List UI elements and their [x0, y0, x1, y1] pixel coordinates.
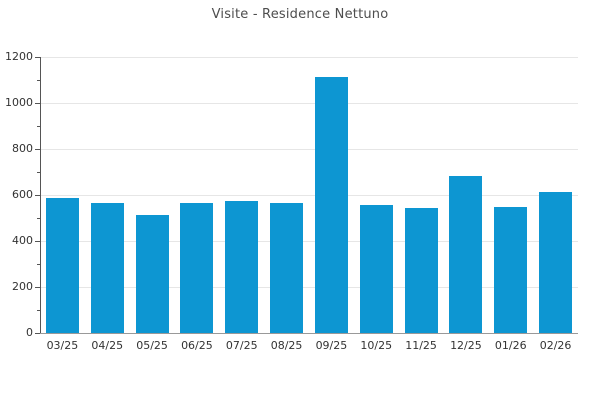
x-axis-line: [40, 333, 578, 334]
x-tick-label: 04/25: [91, 339, 124, 352]
bar: [180, 203, 214, 333]
x-tick-label: 12/25: [450, 339, 482, 352]
bar: [90, 203, 124, 333]
bar: [135, 214, 169, 333]
y-tick-label: 400: [12, 234, 33, 247]
x-tick-label: 02/26: [539, 339, 572, 352]
x-tick-label: 11/25: [405, 339, 437, 352]
bar: [314, 77, 348, 333]
y-major-tick: [35, 149, 40, 150]
bar: [539, 192, 573, 333]
x-tick-label: 01/26: [494, 339, 527, 352]
y-minor-tick: [37, 126, 40, 127]
y-major-tick: [35, 57, 40, 58]
y-tick-label: 800: [12, 142, 33, 155]
y-major-tick: [35, 287, 40, 288]
x-tick-label: 10/25: [360, 339, 393, 352]
bar: [404, 208, 438, 333]
y-minor-tick: [37, 80, 40, 81]
bar: [359, 205, 393, 333]
bar: [449, 175, 483, 333]
y-minor-tick: [37, 264, 40, 265]
x-tick-label: 03/25: [46, 339, 79, 352]
y-major-tick: [35, 103, 40, 104]
y-major-tick: [35, 241, 40, 242]
bar: [225, 200, 259, 333]
y-tick-label: 600: [12, 188, 33, 201]
y-gridline: [40, 149, 578, 150]
y-minor-tick: [37, 172, 40, 173]
y-gridline: [40, 241, 578, 242]
x-tick-label: 05/25: [136, 339, 168, 352]
y-gridline: [40, 57, 578, 58]
bar: [270, 203, 304, 333]
y-gridline: [40, 287, 578, 288]
x-tick-label: 08/25: [270, 339, 303, 352]
y-tick-label: 1200: [5, 50, 33, 63]
y-tick-label: 1000: [5, 96, 33, 109]
y-minor-tick: [37, 218, 40, 219]
y-minor-tick: [37, 310, 40, 311]
x-tick-label: 09/25: [315, 339, 348, 352]
x-tick-label: 06/25: [181, 339, 213, 352]
y-gridline: [40, 103, 578, 104]
bar: [45, 198, 79, 333]
x-tick-label: 07/25: [225, 339, 258, 352]
y-axis-line: [40, 57, 41, 334]
bar: [494, 206, 528, 333]
y-gridline: [40, 195, 578, 196]
y-tick-label: 0: [26, 326, 33, 339]
y-tick-label: 200: [12, 280, 33, 293]
y-major-tick: [35, 333, 40, 334]
y-major-tick: [35, 195, 40, 196]
chart-title: Visite - Residence Nettuno: [211, 7, 389, 22]
